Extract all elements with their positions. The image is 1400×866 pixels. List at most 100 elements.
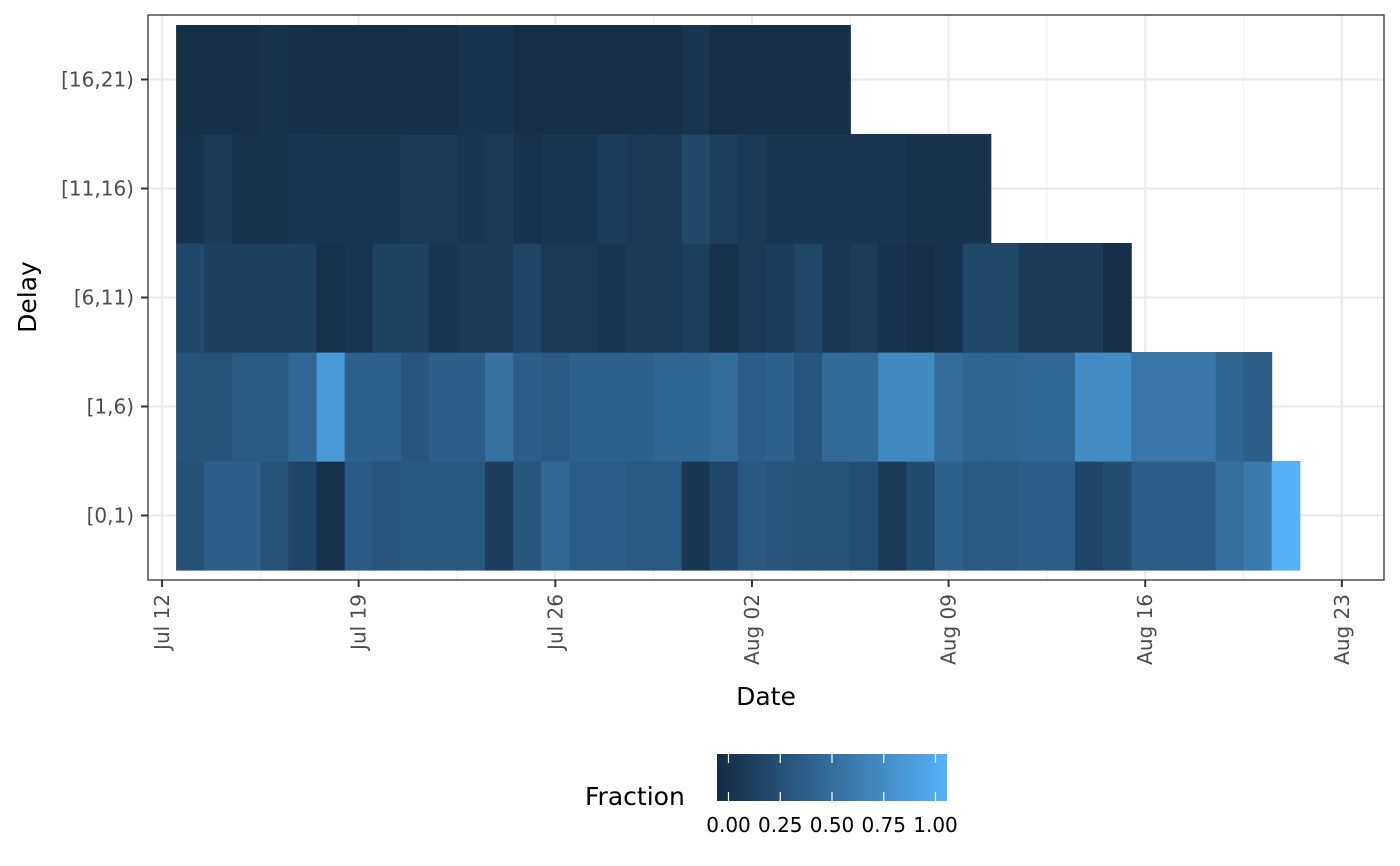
heatmap-tile (794, 352, 823, 462)
heatmap-tile (709, 134, 739, 244)
heatmap-tile (1103, 352, 1132, 462)
heatmap-tile (569, 461, 599, 571)
heatmap-tile (541, 243, 570, 353)
heatmap-tile (457, 25, 486, 135)
heatmap-tile (990, 243, 1020, 353)
x-tick-label: Aug 02 (740, 594, 764, 665)
heatmap-tile (709, 25, 739, 135)
heatmap-tile (316, 461, 346, 571)
y-tick-label: [16,21) (61, 68, 134, 92)
heatmap-tile (962, 134, 992, 244)
x-tick-label: Jul 12 (150, 594, 174, 652)
x-tick-label: Jul 26 (543, 594, 567, 652)
legend-ticks: 0.00 0.25 0.50 0.75 1.00 (706, 754, 958, 837)
heatmap-tile (344, 352, 374, 462)
heatmap-tile (372, 352, 402, 462)
heatmap-tile (990, 352, 1020, 462)
heatmap-tile (681, 352, 711, 462)
heatmap-tile (878, 352, 908, 462)
heatmap-tile (513, 134, 542, 244)
heatmap-tile (1018, 352, 1048, 462)
heatmap-tile (766, 352, 795, 462)
heatmap-tile (1187, 461, 1217, 571)
x-axis-title: Date (736, 682, 796, 711)
legend-tick-label: 0.50 (810, 813, 855, 837)
heatmap-tile (962, 243, 992, 353)
heatmap-tile (850, 134, 879, 244)
heatmap-tile (569, 134, 599, 244)
heatmap-tile (1187, 352, 1217, 462)
heatmap-tile (1075, 461, 1104, 571)
y-tick-label: [1,6) (87, 395, 134, 419)
heatmap-tile (681, 134, 711, 244)
heatmap-tile (485, 134, 514, 244)
heatmap-tile (316, 134, 346, 244)
heatmap-tile (288, 352, 318, 462)
heatmap-tile (625, 461, 655, 571)
heatmap-tile (260, 134, 290, 244)
heatmap-tile (850, 352, 879, 462)
y-axis-title: Delay (13, 261, 42, 333)
heatmap-tile (288, 25, 318, 135)
heatmap-tile (597, 352, 627, 462)
heatmap-tile (400, 134, 430, 244)
heatmap-tile (1215, 461, 1245, 571)
heatmap-tile (541, 461, 570, 571)
heatmap-tile (1018, 461, 1048, 571)
heatmap-tile (569, 25, 599, 135)
heatmap-tile (1131, 461, 1160, 571)
heatmap-tile (176, 25, 205, 135)
heatmap-tile (176, 352, 205, 462)
x-axis: Jul 12 Jul 19 Jul 26 Aug 02 Aug 09 Aug 16 Aug … (150, 580, 1354, 665)
heatmap-tile (597, 134, 627, 244)
heatmap-tile (232, 25, 261, 135)
heatmap-tile (1046, 243, 1076, 353)
heatmap-tile (653, 25, 683, 135)
heatmap-tile (400, 243, 430, 353)
heatmap-tile (1046, 461, 1076, 571)
heatmap-tile (737, 243, 767, 353)
heatmap-tile (625, 25, 655, 135)
heatmap-tile (344, 461, 374, 571)
heatmap-tile (766, 243, 795, 353)
heatmap-tile (513, 352, 542, 462)
heatmap-tile (260, 461, 290, 571)
heatmap-tile (485, 243, 514, 353)
heatmap-tile (794, 461, 823, 571)
heatmap-tile (1046, 352, 1076, 462)
heatmap-tile (541, 134, 570, 244)
heatmap-tile (597, 243, 627, 353)
heatmap-tile (850, 243, 879, 353)
heatmap-tile (344, 134, 374, 244)
heatmap-tile (709, 352, 739, 462)
heatmap-tile (316, 243, 346, 353)
y-axis: [0,1) [1,6) [6,11) [11,16) [16,21) (61, 68, 148, 528)
heatmap-tile (428, 461, 458, 571)
heatmap-tile (990, 461, 1020, 571)
heatmap-tile (962, 461, 992, 571)
heatmap-tile (1131, 352, 1160, 462)
heatmap-tile (400, 461, 430, 571)
heatmap-tile (653, 352, 683, 462)
heatmap-tile (1215, 352, 1245, 462)
heatmap-tile (260, 243, 290, 353)
heatmap-tile (906, 352, 936, 462)
heatmap-tile (934, 461, 964, 571)
heatmap-tile (766, 25, 795, 135)
x-tick-label: Aug 16 (1133, 594, 1157, 665)
heatmap-tile (1075, 243, 1104, 353)
y-tick-label: [6,11) (74, 286, 134, 310)
heatmap-tile (653, 134, 683, 244)
legend-title: Fraction (585, 782, 685, 811)
heatmap-tile (513, 25, 542, 135)
heatmap-tile (204, 25, 233, 135)
heatmap-tile (737, 25, 767, 135)
heatmap-tile (176, 134, 205, 244)
heatmap-tile (485, 461, 514, 571)
heatmap-tile (344, 243, 374, 353)
heatmap-tile (934, 134, 964, 244)
heatmap-tile (625, 352, 655, 462)
legend-tick-label: 1.00 (913, 813, 958, 837)
heatmap-tile (288, 461, 318, 571)
heatmap-tile (541, 352, 570, 462)
